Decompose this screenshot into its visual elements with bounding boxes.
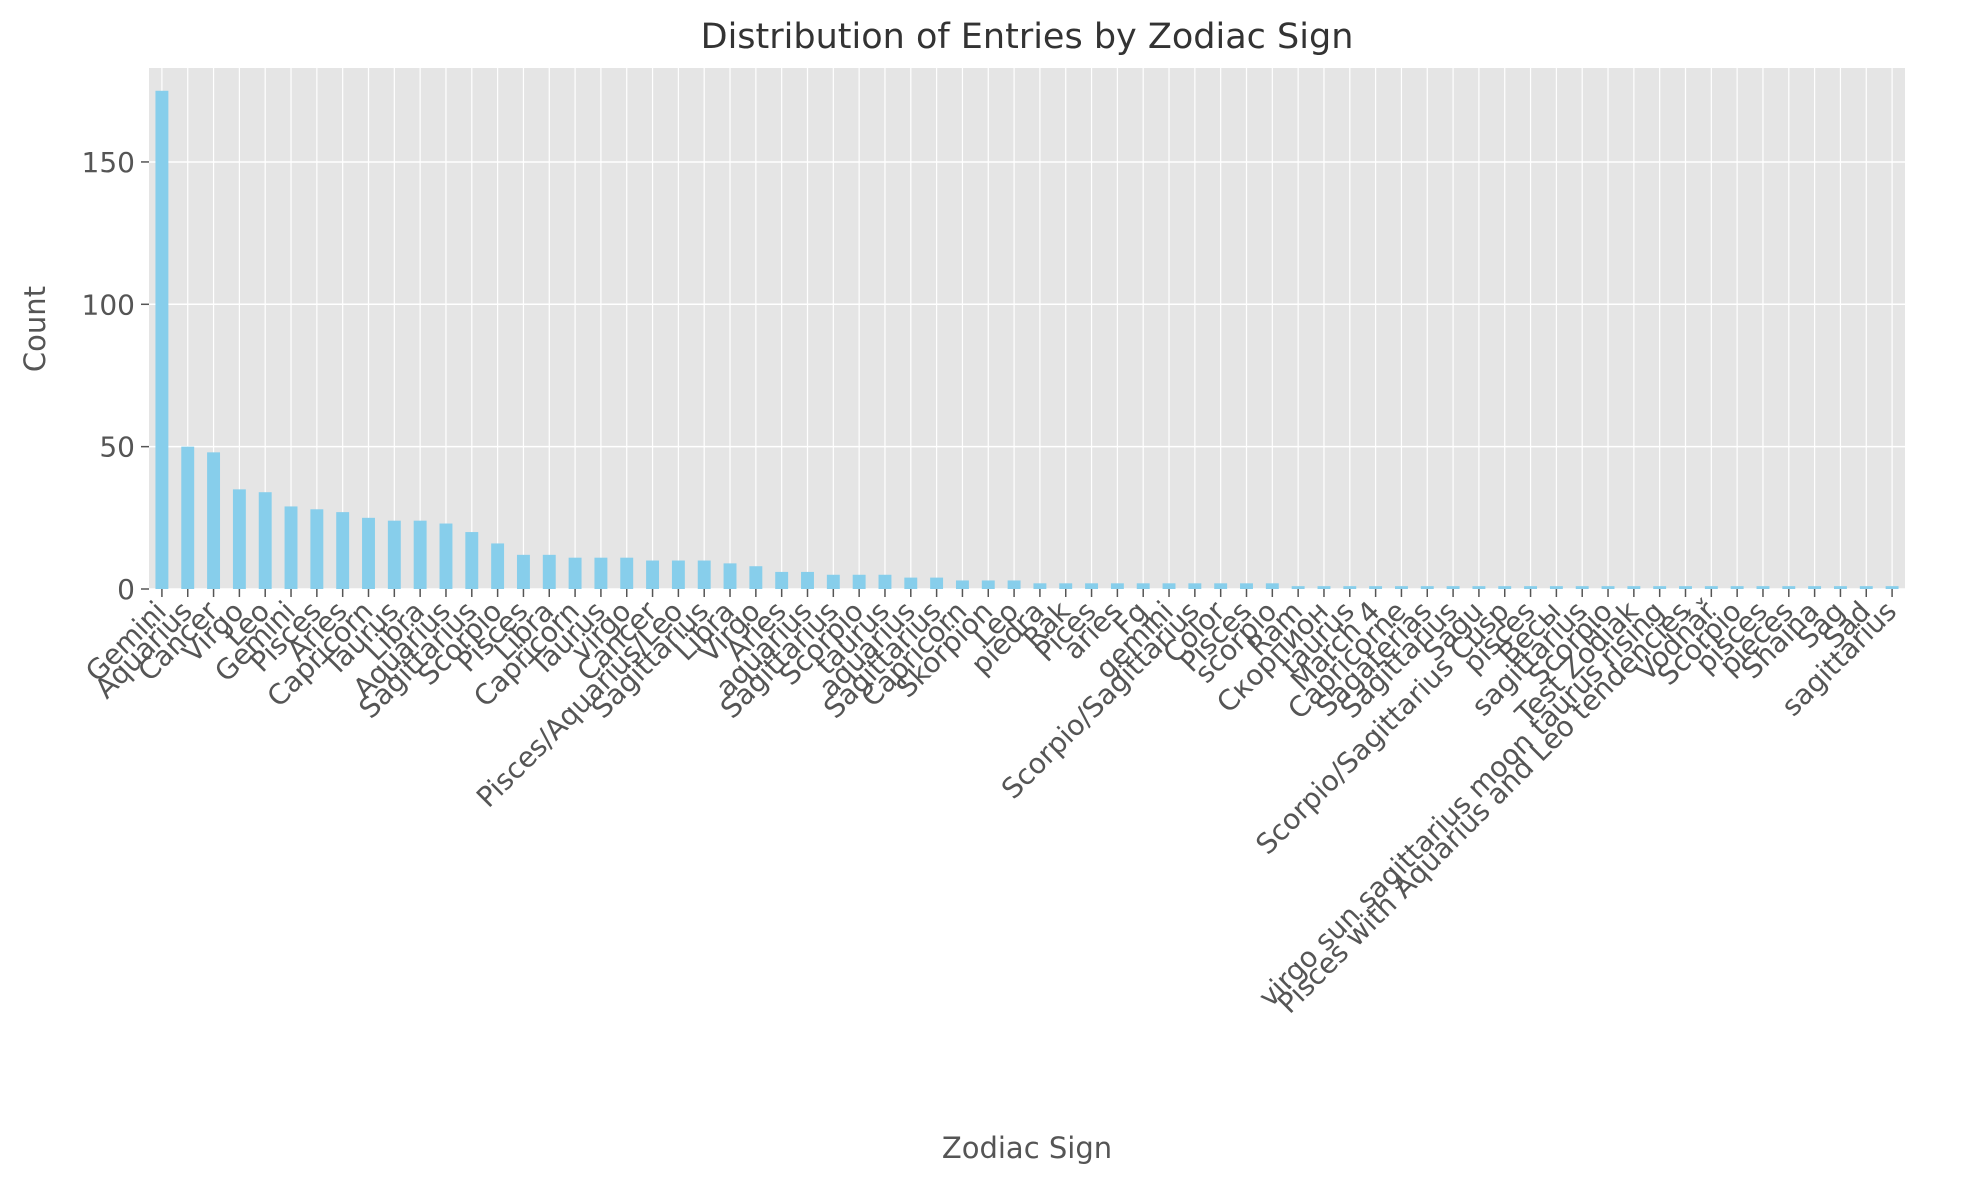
y-tick-label: 150 [82, 146, 135, 179]
bar [516, 554, 530, 589]
bars [155, 90, 1899, 590]
y-tick-label: 50 [99, 431, 135, 464]
bar [336, 512, 350, 589]
grid [149, 68, 1905, 590]
bar [594, 557, 608, 589]
bar [284, 506, 298, 589]
y-tick-label: 0 [117, 573, 135, 606]
bar [542, 554, 556, 589]
bar [1369, 586, 1383, 589]
plot-area [149, 68, 1905, 589]
bar [1265, 583, 1279, 589]
bar [1627, 586, 1641, 589]
bar [955, 580, 969, 589]
bar [1549, 586, 1563, 589]
bar [1679, 586, 1692, 589]
bar [646, 560, 660, 589]
bar [1575, 586, 1589, 589]
bar [362, 517, 375, 589]
bar [413, 520, 427, 589]
bar [723, 563, 737, 589]
bar [930, 577, 944, 589]
bar [1085, 583, 1099, 589]
bar [1033, 583, 1047, 589]
bar [1343, 586, 1357, 589]
bar [801, 571, 814, 589]
bar [1601, 586, 1615, 589]
bar [671, 560, 685, 589]
bar [1472, 586, 1486, 589]
bar [1885, 586, 1899, 589]
bar [155, 90, 169, 590]
bar [568, 557, 582, 589]
bar [1188, 583, 1202, 589]
bar [1136, 583, 1150, 589]
bar [1394, 586, 1408, 589]
bar [852, 574, 866, 589]
bar [1059, 583, 1073, 589]
bar [207, 452, 221, 589]
bar [1808, 586, 1822, 589]
bar [1653, 586, 1667, 589]
bar [1291, 586, 1305, 589]
bar [310, 509, 324, 589]
bar [1446, 586, 1460, 589]
bar [826, 574, 840, 589]
bar [465, 532, 479, 589]
bar [439, 523, 453, 589]
bar [258, 492, 272, 589]
bar [1007, 580, 1021, 589]
bar [904, 577, 918, 589]
bar [1162, 583, 1176, 589]
bar [1317, 586, 1331, 589]
bar [1756, 586, 1770, 589]
bar [697, 560, 711, 589]
bar [387, 520, 401, 589]
x-axis-label: Zodiac Sign [942, 1131, 1112, 1165]
bar [1420, 586, 1434, 589]
bar [749, 566, 763, 589]
bar [1498, 586, 1512, 589]
bar [1782, 586, 1796, 589]
bar [491, 543, 505, 589]
bar [1704, 586, 1718, 589]
bar [1214, 583, 1228, 589]
bar [1730, 586, 1744, 589]
y-axis: 0 50 100 150 [82, 146, 149, 606]
bar [775, 571, 789, 589]
y-tick-label: 100 [82, 288, 135, 321]
y-axis-label: Count [18, 286, 52, 372]
chart-title: Distribution of Entries by Zodiac Sign [701, 17, 1354, 57]
bar [1524, 586, 1538, 589]
bar [181, 446, 195, 589]
bar [1240, 583, 1253, 589]
bar [1110, 583, 1124, 589]
bar [232, 489, 246, 589]
bar [620, 557, 634, 589]
bar [1833, 586, 1847, 589]
bar [878, 574, 892, 589]
bar [981, 580, 995, 589]
bar [1859, 586, 1873, 589]
